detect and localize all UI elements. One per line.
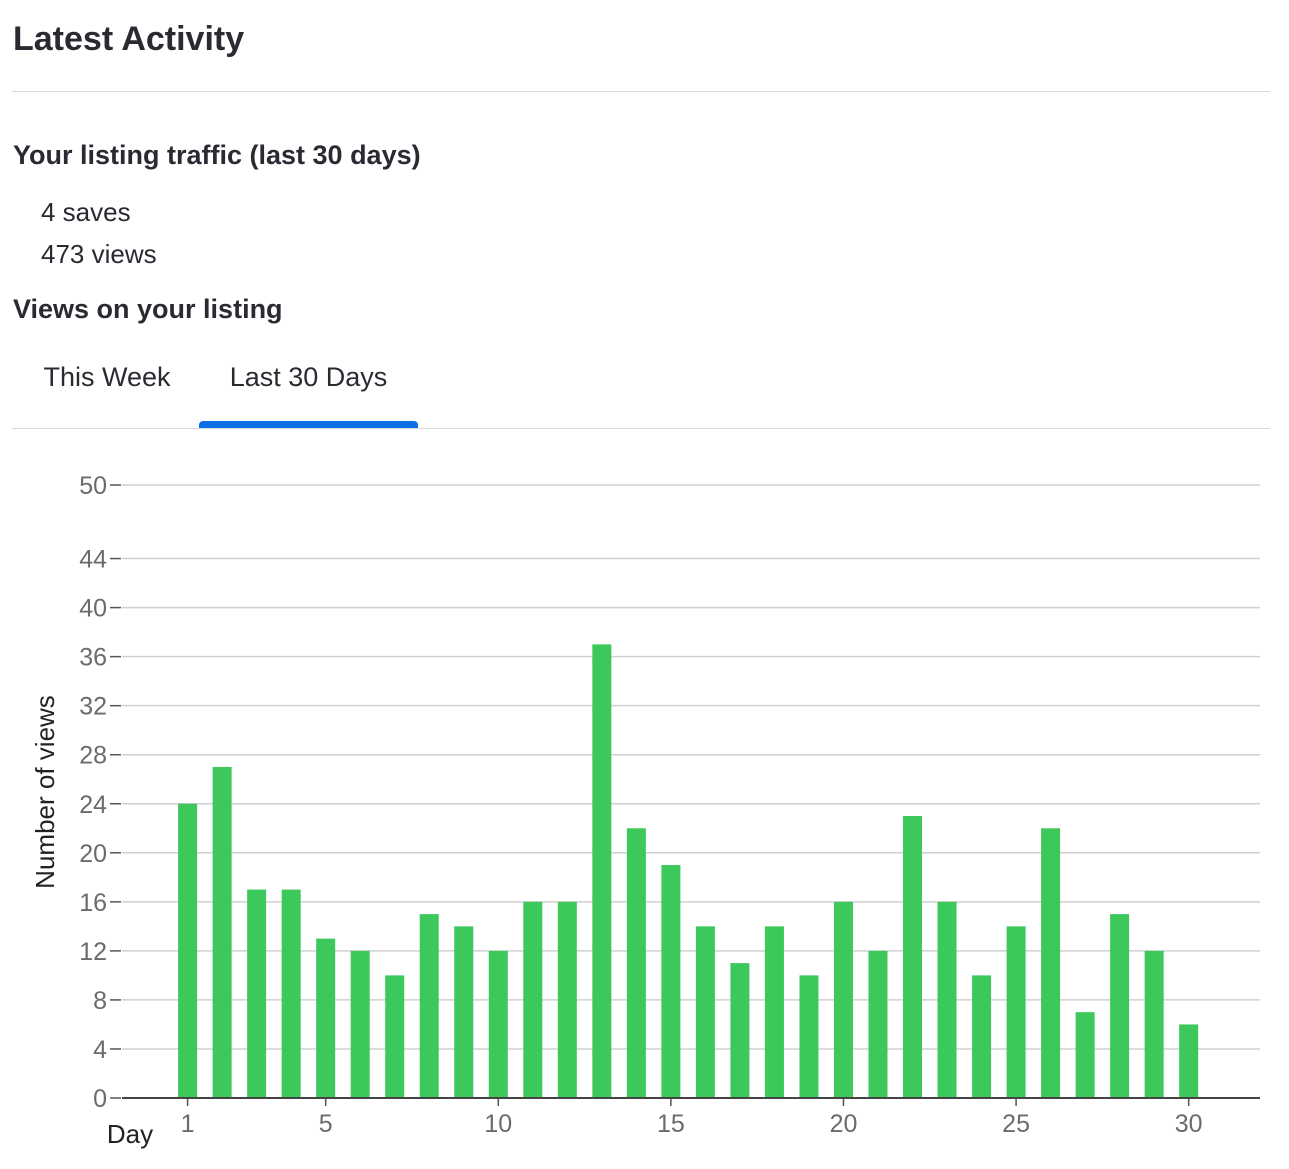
bar bbox=[1006, 926, 1026, 1098]
bar bbox=[937, 901, 957, 1098]
x-tick-label: 25 bbox=[1002, 1110, 1030, 1138]
divider bbox=[12, 91, 1270, 92]
x-tick-label: 10 bbox=[484, 1110, 512, 1138]
y-tick-label: 40 bbox=[79, 595, 107, 623]
bar bbox=[1110, 914, 1130, 1098]
views-count: 473 views bbox=[41, 239, 157, 269]
bar bbox=[661, 865, 681, 1098]
x-tick-label: 15 bbox=[657, 1110, 685, 1138]
bar bbox=[247, 889, 267, 1098]
x-tick-label: 1 bbox=[181, 1110, 195, 1138]
tab-label: Last 30 Days bbox=[229, 362, 388, 392]
y-tick-label: 20 bbox=[79, 840, 107, 868]
y-tick-label: 12 bbox=[79, 938, 107, 966]
y-tick-label: 28 bbox=[79, 742, 107, 770]
y-tick-label: 4 bbox=[93, 1036, 107, 1064]
bar bbox=[1144, 950, 1164, 1098]
bar bbox=[592, 644, 612, 1098]
y-tick-label: 0 bbox=[93, 1085, 107, 1113]
bars bbox=[178, 644, 1199, 1098]
bar bbox=[385, 975, 405, 1098]
bar bbox=[764, 926, 784, 1098]
bar bbox=[488, 950, 508, 1098]
grid-lines bbox=[122, 484, 1260, 1050]
x-axis-ticks: 1 5 10 15 20 25 30 bbox=[181, 1098, 1203, 1138]
bar bbox=[972, 975, 992, 1098]
y-axis-title: Number of views bbox=[30, 695, 60, 889]
bar bbox=[350, 950, 370, 1098]
tab-label: This Week bbox=[43, 362, 171, 392]
x-axis-title: Day bbox=[107, 1119, 153, 1149]
saves-count: 4 saves bbox=[41, 197, 131, 227]
bar bbox=[1075, 1012, 1095, 1098]
bar bbox=[419, 914, 439, 1098]
bar bbox=[454, 926, 474, 1098]
y-tick-label: 32 bbox=[79, 693, 107, 721]
x-tick-label: 20 bbox=[830, 1110, 858, 1138]
bar bbox=[523, 901, 543, 1098]
bar bbox=[799, 975, 819, 1098]
bar bbox=[1041, 828, 1061, 1098]
bar bbox=[212, 766, 232, 1098]
tab-last-30-days[interactable]: Last 30 Days bbox=[199, 362, 418, 428]
bar bbox=[868, 950, 888, 1098]
y-axis-ticks: 0 4 8 12 16 20 24 28 32 36 40 44 50 bbox=[79, 472, 121, 1113]
bar bbox=[178, 803, 198, 1098]
y-tick-label: 24 bbox=[79, 791, 107, 819]
bar bbox=[730, 963, 750, 1098]
bar bbox=[316, 938, 336, 1098]
page-title: Latest Activity bbox=[13, 20, 245, 58]
y-tick-label: 16 bbox=[79, 889, 107, 917]
tabs-divider bbox=[12, 428, 1270, 429]
views-heading: Views on your listing bbox=[13, 294, 283, 324]
active-tab-indicator bbox=[199, 421, 418, 428]
bar bbox=[1179, 1024, 1199, 1098]
bar bbox=[281, 889, 301, 1098]
x-tick-label: 30 bbox=[1175, 1110, 1203, 1138]
tab-this-week[interactable]: This Week bbox=[28, 362, 186, 424]
x-tick-label: 5 bbox=[319, 1110, 333, 1138]
bar bbox=[626, 828, 646, 1098]
y-tick-label: 44 bbox=[79, 546, 107, 574]
y-tick-label: 8 bbox=[93, 987, 107, 1015]
bar bbox=[695, 926, 715, 1098]
bar bbox=[903, 816, 923, 1098]
traffic-heading: Your listing traffic (last 30 days) bbox=[13, 140, 421, 170]
y-tick-label: 50 bbox=[79, 472, 107, 500]
bar bbox=[557, 901, 577, 1098]
y-tick-label: 36 bbox=[79, 644, 107, 672]
bar bbox=[833, 901, 853, 1098]
